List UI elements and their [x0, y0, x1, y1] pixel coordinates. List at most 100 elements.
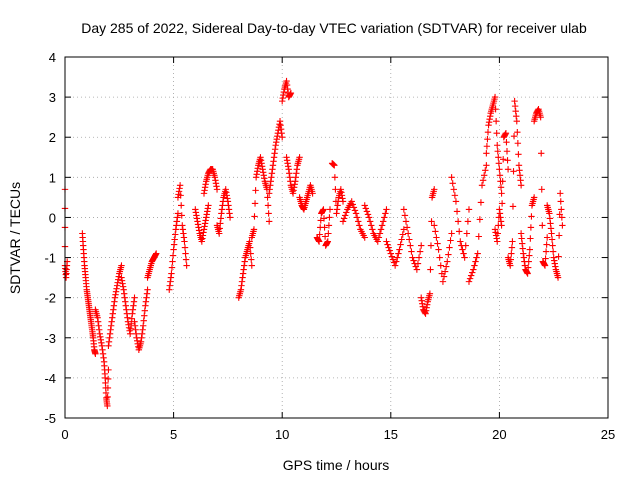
data-point [514, 140, 522, 147]
data-point [495, 154, 502, 161]
data-point [379, 218, 387, 225]
data-point [503, 139, 510, 146]
data-point [500, 156, 507, 163]
data-point [431, 186, 438, 193]
data-point [352, 210, 360, 217]
data-point [460, 250, 467, 257]
data-point [174, 210, 182, 217]
data-point [205, 202, 212, 209]
x-tick-label: 20 [492, 427, 506, 442]
data-point [499, 178, 506, 185]
x-tick-label: 5 [170, 427, 177, 442]
data-point [389, 256, 397, 263]
data-point [448, 174, 455, 181]
data-point [368, 222, 375, 229]
y-tick-label: -1 [44, 251, 56, 266]
data-point [478, 182, 486, 189]
data-point [495, 160, 503, 167]
data-point [183, 262, 190, 269]
data-point [445, 251, 452, 258]
data-point [475, 233, 482, 240]
data-point [517, 182, 525, 189]
data-point [471, 262, 478, 269]
data-point [391, 262, 399, 269]
data-point [537, 113, 544, 121]
data-point [320, 215, 328, 222]
data-point [507, 256, 515, 263]
data-point [178, 212, 185, 219]
data-point [504, 166, 512, 173]
data-point [153, 250, 160, 257]
data-point [484, 129, 492, 136]
data-point [385, 244, 392, 251]
data-point [386, 247, 393, 254]
data-point [394, 254, 401, 261]
data-point [465, 278, 473, 285]
data-point [510, 168, 517, 175]
axis-ticks: -5 -4 -3 -2 -1 0 1 2 3 4 0 5 10 15 20 25 [44, 50, 615, 442]
data-point [393, 258, 400, 265]
data-point [315, 238, 323, 245]
data-point [433, 234, 440, 241]
data-point [508, 244, 516, 251]
data-point [321, 233, 329, 240]
data-point [213, 186, 221, 193]
data-point [440, 273, 448, 280]
data-point [376, 230, 384, 237]
data-point [287, 89, 295, 97]
data-point [530, 194, 538, 201]
x-axis-title: GPS time / hours [283, 457, 390, 473]
data-point [296, 154, 303, 161]
data-point [168, 270, 175, 277]
data-point [466, 275, 474, 282]
data-point [528, 213, 535, 220]
data-point [549, 242, 556, 249]
data-point [395, 250, 402, 257]
data-point [476, 216, 484, 223]
y-tick-label: -4 [44, 371, 56, 386]
data-point [524, 270, 531, 277]
data-point [105, 366, 112, 374]
data-point [549, 248, 557, 255]
data-point [432, 228, 439, 235]
data-point [118, 262, 125, 269]
data-point [402, 218, 410, 225]
data-point [524, 264, 532, 271]
data-point [349, 201, 356, 208]
data-point [509, 203, 517, 210]
data-point [538, 150, 545, 157]
data-point [434, 240, 441, 247]
data-point [332, 186, 339, 193]
data-point [341, 212, 349, 219]
y-tick-label: 3 [49, 90, 56, 105]
data-point [555, 232, 563, 239]
data-point [325, 230, 332, 237]
data-point [548, 236, 556, 243]
data-point [477, 199, 485, 206]
data-point [401, 212, 409, 219]
y-axis-title: SDTVAR / TECUs [7, 182, 23, 294]
data-point [472, 258, 479, 265]
data-point [483, 150, 490, 157]
data-point [397, 241, 404, 248]
data-point [508, 250, 515, 257]
data-point [279, 134, 286, 141]
data-point [407, 242, 414, 249]
data-point [178, 202, 185, 209]
data-point [374, 238, 381, 245]
data-point [264, 194, 271, 201]
data-point [415, 254, 423, 261]
data-point [479, 177, 487, 184]
data-point [507, 262, 514, 269]
data-point [446, 244, 453, 251]
data-point [265, 210, 272, 217]
data-point [248, 256, 255, 263]
y-tick-label: 1 [49, 170, 56, 185]
data-point [348, 198, 355, 205]
data-point [251, 200, 259, 207]
data-point [503, 148, 511, 155]
data-point [483, 143, 491, 150]
x-tick-label: 25 [601, 427, 615, 442]
data-point [437, 262, 444, 269]
data-point [538, 186, 545, 193]
